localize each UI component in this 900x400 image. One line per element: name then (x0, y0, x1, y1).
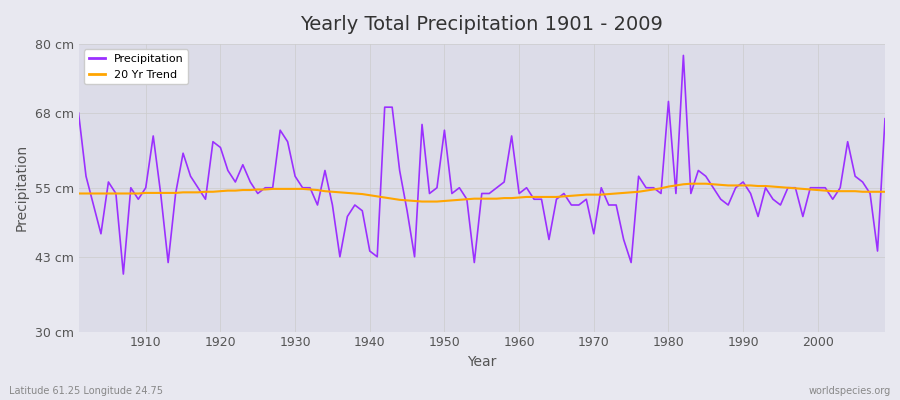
Precipitation (140, 185, 151, 190)
20 Yr Trend (514, 195, 525, 200)
Precipitation (678, 53, 688, 58)
Precipitation (304, 185, 315, 190)
Precipitation (514, 191, 525, 196)
Title: Yearly Total Precipitation 1901 - 2009: Yearly Total Precipitation 1901 - 2009 (301, 15, 663, 34)
Text: Latitude 61.25 Longitude 24.75: Latitude 61.25 Longitude 24.75 (9, 386, 163, 396)
Line: 20 Yr Trend: 20 Yr Trend (78, 184, 885, 202)
20 Yr Trend (417, 199, 428, 204)
X-axis label: Year: Year (467, 355, 497, 369)
Precipitation (611, 202, 622, 207)
Precipitation (73, 110, 84, 115)
Text: worldspecies.org: worldspecies.org (809, 386, 891, 396)
20 Yr Trend (297, 186, 308, 191)
20 Yr Trend (342, 190, 353, 195)
Precipitation (521, 185, 532, 190)
20 Yr Trend (73, 191, 84, 196)
Precipitation (349, 202, 360, 207)
Precipitation (118, 272, 129, 276)
Legend: Precipitation, 20 Yr Trend: Precipitation, 20 Yr Trend (84, 50, 188, 84)
Line: Precipitation: Precipitation (78, 55, 885, 274)
Y-axis label: Precipitation: Precipitation (15, 144, 29, 231)
20 Yr Trend (879, 189, 890, 194)
20 Yr Trend (686, 181, 697, 186)
20 Yr Trend (521, 194, 532, 199)
Precipitation (879, 116, 890, 121)
20 Yr Trend (133, 191, 144, 196)
20 Yr Trend (611, 191, 622, 196)
